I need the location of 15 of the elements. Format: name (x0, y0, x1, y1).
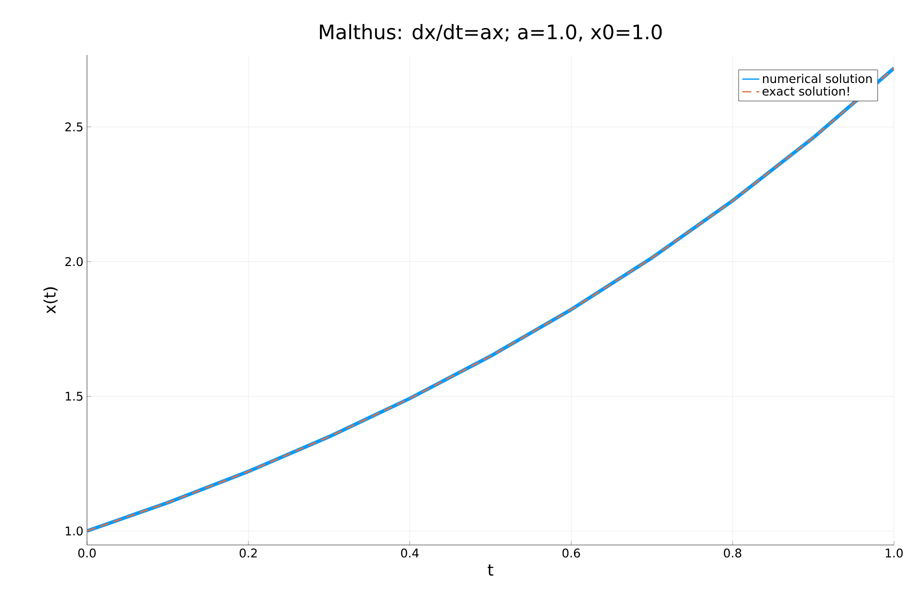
y-tick-label: 1.0 (66, 526, 83, 536)
x-tick-label: 0.0 (78, 548, 96, 558)
x-tick-label: 1.0 (886, 548, 903, 558)
y-tick-label: 1.5 (66, 392, 82, 401)
legend-label: exact solution! (762, 86, 849, 96)
x-tick-label: 0.2 (240, 548, 257, 558)
y-axis-title: x(t) (43, 287, 58, 314)
x-tick-label: 0.6 (562, 548, 580, 558)
y-tick-label: 2.0 (65, 257, 83, 266)
x-axis-title: t (488, 564, 494, 576)
chart-title: Malthus: dx/dt=ax; a=1.0, x0=1.0 (320, 24, 662, 42)
legend-label: numerical solution (763, 74, 872, 84)
x-tick-label: 0.4 (401, 548, 419, 558)
y-tick-label: 2.5 (65, 122, 82, 132)
x-tick-label: 0.8 (724, 548, 742, 558)
